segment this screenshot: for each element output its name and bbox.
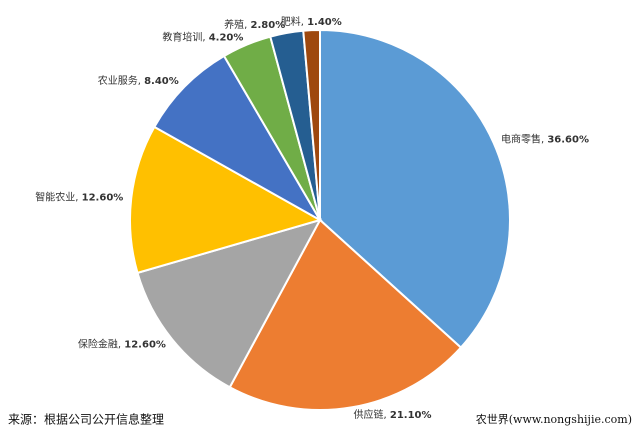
label-separator: , (541, 135, 547, 146)
slice-label: 智能农业, 12.60% (35, 190, 123, 203)
slice-label: 保险金融, 12.60% (78, 337, 166, 350)
pie-slice (153, 54, 323, 223)
value-label: 4.20% (209, 32, 244, 43)
value-label: 12.60% (124, 339, 166, 350)
value-label: 1.40% (307, 17, 342, 28)
label-separator: , (244, 20, 250, 31)
value-label: 36.60% (547, 135, 589, 146)
label-separator: , (138, 76, 144, 87)
value-label: 12.60% (82, 192, 124, 203)
slice-label: 农业服务, 8.40% (98, 74, 179, 87)
value-label: 8.40% (144, 76, 179, 87)
label-separator: , (384, 410, 390, 421)
pie-slice (129, 125, 323, 275)
slice-label: 供应链, 21.10% (354, 408, 432, 421)
slice-label: 教育培训, 4.20% (162, 30, 243, 43)
label-separator: , (202, 32, 208, 43)
category-label: 教育培训 (162, 30, 202, 43)
category-label: 肥料 (281, 15, 301, 28)
category-label: 农业服务 (98, 74, 138, 87)
slice-label: 肥料, 1.40% (281, 15, 342, 28)
pie-slice (302, 28, 321, 221)
category-label: 智能农业 (35, 190, 75, 203)
category-label: 电商零售 (501, 133, 541, 146)
pie-slice (319, 28, 511, 349)
label-separator: , (118, 339, 124, 350)
pie-slice (228, 218, 463, 411)
slice-label: 养殖, 2.80% (224, 18, 285, 31)
value-label: 2.80% (251, 20, 286, 31)
source-note: 来源：根据公司公开信息整理 (8, 412, 164, 427)
label-separator: , (75, 192, 81, 203)
slice-label: 电商零售, 36.60% (501, 133, 589, 146)
watermark: 农世界(www.nongshijie.com) (476, 412, 632, 426)
value-label: 21.10% (390, 410, 432, 421)
category-label: 养殖 (224, 18, 244, 31)
category-label: 供应链 (354, 408, 384, 421)
category-label: 保险金融 (78, 337, 118, 350)
label-separator: , (301, 17, 307, 28)
pie-slice (136, 218, 323, 389)
